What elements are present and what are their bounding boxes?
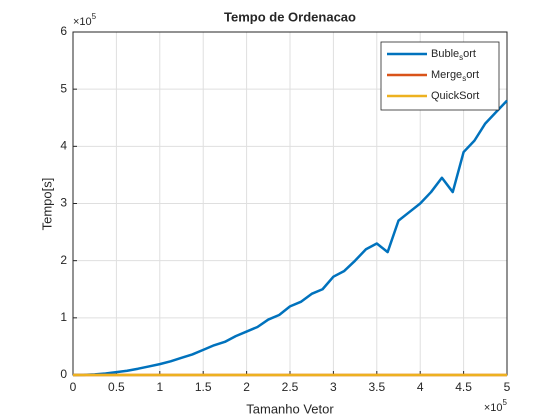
multiplier-base: ×10 (73, 16, 92, 28)
x-tick-label: 3 (330, 380, 337, 394)
y-tick-label: 5 (60, 81, 67, 95)
multiplier-exponent: 5 (92, 12, 97, 21)
legend-label: QuickSort (431, 90, 479, 102)
y-multiplier: ×105 (73, 12, 97, 28)
multiplier-exponent: 5 (503, 398, 508, 407)
y-tick-label: 1 (60, 310, 67, 324)
series-line (72, 99, 508, 377)
x-tick-label: 1 (156, 380, 163, 394)
y-tick-label: 3 (60, 196, 67, 210)
multiplier-base: ×10 (484, 402, 503, 414)
x-tick-label: 2 (243, 380, 250, 394)
y-tick-label: 2 (60, 253, 67, 267)
y-tick-label: 4 (60, 139, 67, 153)
y-tick-label: 0 (60, 367, 67, 381)
chart-title: Tempo de Ordenacao (224, 9, 356, 24)
x-tick-label: 0.5 (108, 380, 125, 394)
x-axis-label: Tamanho Vetor (246, 401, 334, 416)
x-tick-label: 1.5 (195, 380, 212, 394)
y-axis-label: Tempo[s] (39, 178, 54, 231)
y-tick-label: 6 (60, 24, 67, 38)
x-tick-label: 0 (70, 380, 77, 394)
x-tick-label: 3.5 (368, 380, 385, 394)
x-tick-label: 5 (504, 380, 511, 394)
x-tick-label: 4.5 (455, 380, 472, 394)
x-tick-label: 2.5 (282, 380, 299, 394)
legend-label: Mergesort (431, 69, 479, 83)
legend-label: Bublesort (431, 48, 476, 62)
x-multiplier: ×105 (484, 398, 508, 414)
x-tick-label: 4 (417, 380, 424, 394)
